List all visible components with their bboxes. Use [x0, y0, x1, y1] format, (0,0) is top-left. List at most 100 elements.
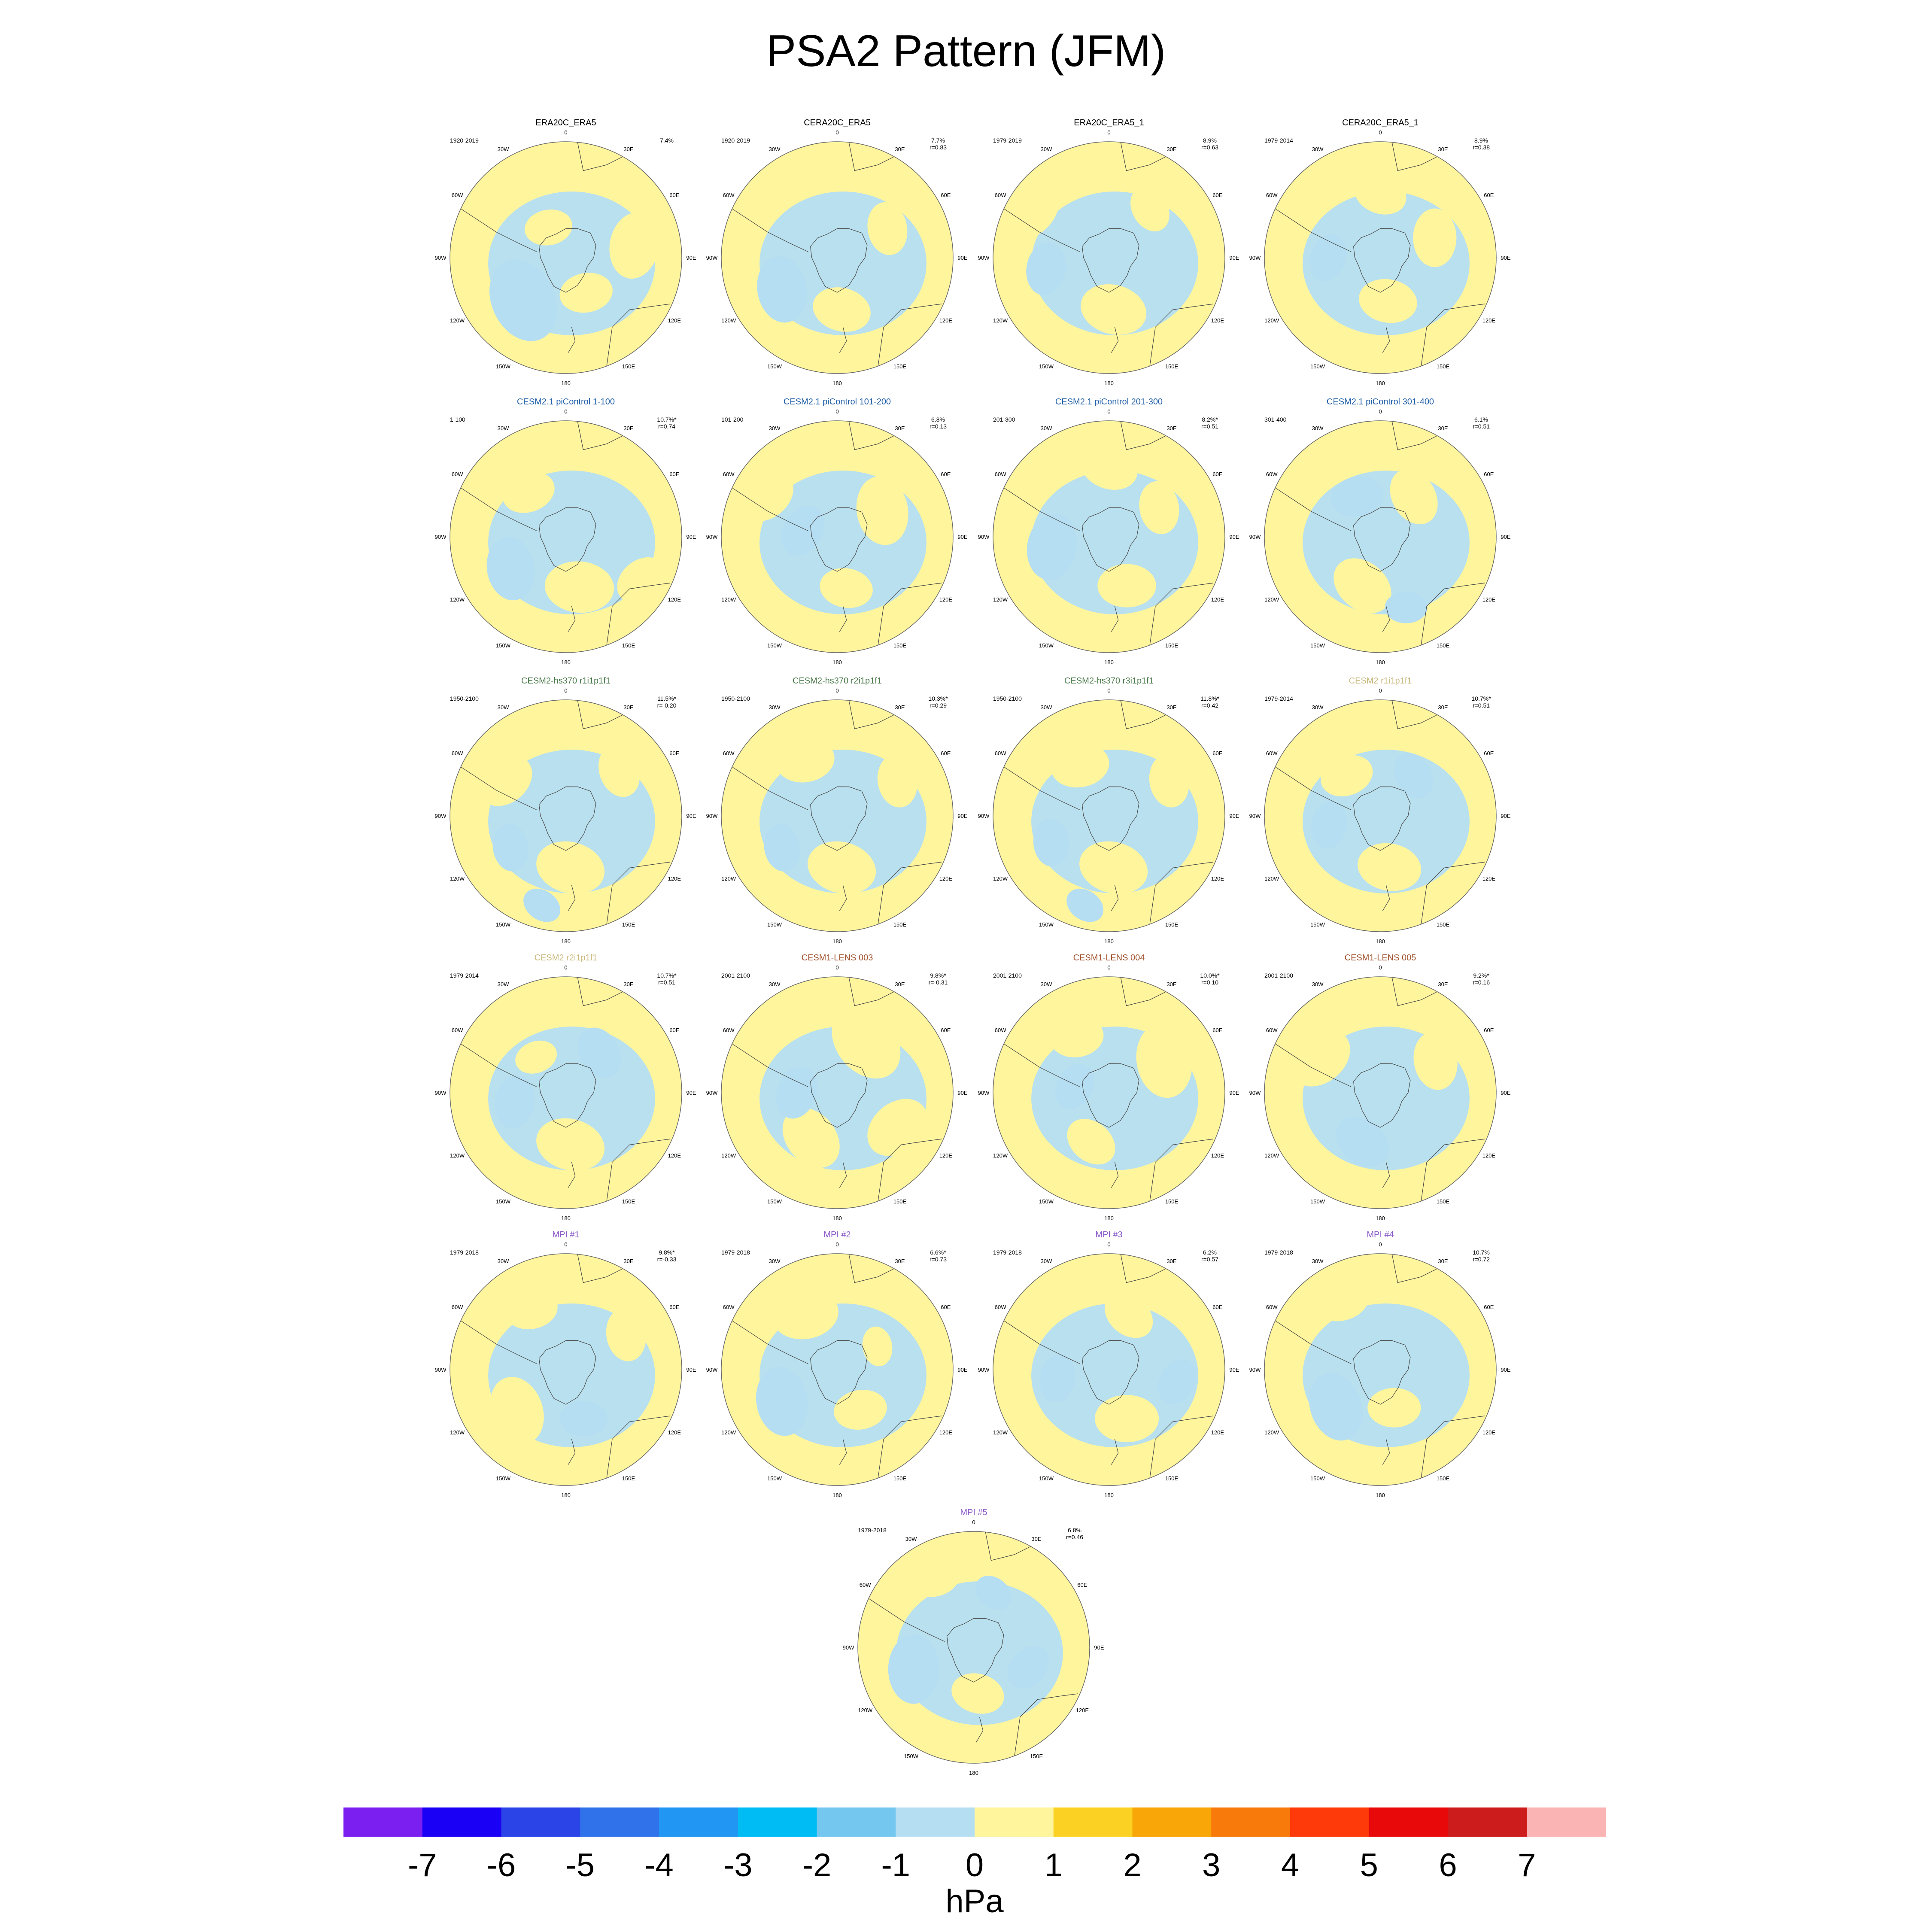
longitude-label: 60W: [995, 750, 1006, 756]
anomaly-contour: [609, 212, 659, 279]
map-field: [1264, 142, 1496, 374]
longitude-label: 90E: [957, 1367, 967, 1373]
colorbar-units-label: hPa: [945, 1883, 1004, 1920]
map-panel: CERA20C_ERA5_1 1979-2014 8.9%r=0.38 0 30E 60E…: [1249, 118, 1511, 386]
longitude-label: 30W: [1041, 704, 1052, 711]
longitude-label: 90E: [1229, 255, 1239, 261]
panel-period: 1920-2019: [450, 137, 479, 144]
anomaly-contour: [756, 1367, 808, 1436]
new-zealand-coastline: [568, 1162, 576, 1188]
anomaly-contour: [489, 259, 557, 341]
panel-variance: 8.9%: [1474, 137, 1488, 144]
longitude-label: 150W: [1039, 363, 1054, 370]
africa-coastline: [1391, 1254, 1444, 1283]
longitude-label: 150E: [622, 1475, 635, 1482]
antarctica-coastline: [1353, 1340, 1411, 1405]
longitude-label: 30W: [1312, 425, 1324, 431]
panel-title: CESM2-hs370 r1i1p1f1: [521, 676, 611, 686]
anomaly-contour: [1051, 1017, 1104, 1057]
longitude-label: 90W: [435, 1090, 447, 1096]
longitude-label: 150E: [893, 1475, 907, 1482]
anomaly-contour: [598, 745, 640, 797]
longitude-label: 120E: [1211, 875, 1224, 882]
longitude-label: 60E: [941, 1027, 951, 1033]
longitude-label: 150E: [1437, 642, 1450, 649]
longitude-label: 30W: [498, 425, 509, 431]
longitude-label: 30W: [498, 1258, 509, 1264]
south-america-coastline: [727, 484, 808, 532]
antarctica-coastline: [810, 1340, 868, 1405]
map-panel: CESM2-hs370 r3i1p1f1 1950-2100 11.8%*r=0.4…: [978, 676, 1239, 945]
longitude-label: 0: [972, 1519, 975, 1525]
new-zealand-coastline: [1111, 327, 1119, 353]
anomaly-contour: [1354, 985, 1406, 1027]
longitude-label: 30E: [1438, 1258, 1448, 1264]
longitude-label: 120W: [858, 1707, 873, 1713]
map-field: [1264, 421, 1496, 653]
anomaly-contour: [1311, 801, 1347, 849]
anomaly-contour: [523, 888, 561, 922]
longitude-label: 30E: [623, 1258, 633, 1264]
africa-coastline: [848, 1254, 901, 1283]
africa-coastline: [1120, 1254, 1173, 1283]
longitude-label: 90E: [686, 255, 696, 261]
anomaly-contour: [1336, 1116, 1389, 1167]
australia-coastline: [1420, 862, 1485, 926]
panel-correlation: r=0.42: [1201, 702, 1218, 709]
longitude-label: 30W: [1312, 981, 1324, 987]
longitude-label: 90E: [957, 534, 967, 540]
longitude-label: 120E: [939, 1152, 953, 1159]
colorbar-tick-label: 7: [1518, 1847, 1536, 1883]
australia-coastline: [877, 583, 942, 647]
longitude-label: 150E: [1165, 921, 1179, 928]
panel-variance: 6.1%: [1474, 416, 1488, 423]
anomaly-contour: [1361, 625, 1400, 653]
colorbar-tick-label: 4: [1281, 1847, 1299, 1883]
australia-coastline: [877, 304, 942, 368]
longitude-label: 30W: [1041, 146, 1052, 152]
longitude-label: 150W: [1310, 363, 1325, 370]
map-border: [1264, 1253, 1497, 1486]
panel-period: 1979-2014: [1264, 695, 1293, 702]
map-border: [1264, 420, 1497, 653]
panel-period: 201-300: [993, 416, 1015, 423]
africa-coastline: [1391, 142, 1444, 171]
africa-coastline: [577, 1254, 630, 1283]
panel-variance: 9.8%*: [930, 972, 946, 979]
longitude-label: 150E: [1165, 642, 1179, 649]
map-field: [993, 700, 1225, 932]
longitude-label: 30W: [769, 1258, 781, 1264]
anomaly-contour: [906, 1557, 960, 1597]
panel-title: ERA20C_ERA5_1: [1074, 118, 1144, 128]
anomaly-contour: [1026, 242, 1066, 295]
longitude-label: 30W: [498, 704, 509, 711]
longitude-label: 60E: [1484, 750, 1494, 756]
longitude-label: 90E: [686, 1090, 696, 1096]
australia-coastline: [606, 1416, 671, 1480]
panel-variance: 10.0%*: [1200, 972, 1220, 979]
longitude-label: 90W: [706, 1367, 718, 1373]
anomaly-contour: [1105, 1292, 1153, 1338]
panel-variance: 7.4%: [660, 137, 674, 144]
longitude-label: 30E: [623, 425, 633, 431]
colorbar-tick-label: -5: [565, 1847, 595, 1883]
map-panel: CESM1-LENS 005 2001-2100 9.2%*r=0.16 0 30E 60…: [1249, 953, 1511, 1221]
longitude-label: 120W: [450, 1152, 465, 1159]
map-field: [721, 142, 953, 374]
longitude-label: 30W: [1041, 1258, 1052, 1264]
anomaly-contour: [813, 287, 871, 332]
anomaly-contour: [975, 1576, 1012, 1610]
colorbar-tick-label: -6: [487, 1847, 516, 1883]
panel-title: MPI #4: [1367, 1230, 1394, 1239]
longitude-label: 30W: [1041, 425, 1052, 431]
longitude-label: 120E: [1482, 1152, 1496, 1159]
colorbar-tick-label: 0: [966, 1847, 984, 1883]
longitude-label: 180: [832, 1492, 842, 1498]
map-border: [450, 1253, 682, 1486]
map-panel: MPI #3 1979-2018 6.2%r=0.57 0 30E 60E 90E 120E 1…: [978, 1230, 1239, 1498]
longitude-label: 150E: [1437, 1198, 1450, 1205]
longitude-label: 60W: [1266, 1304, 1278, 1310]
panel-correlation: r=0.51: [1201, 423, 1218, 430]
longitude-label: 30W: [1312, 1258, 1324, 1264]
longitude-label: 150W: [767, 642, 782, 649]
